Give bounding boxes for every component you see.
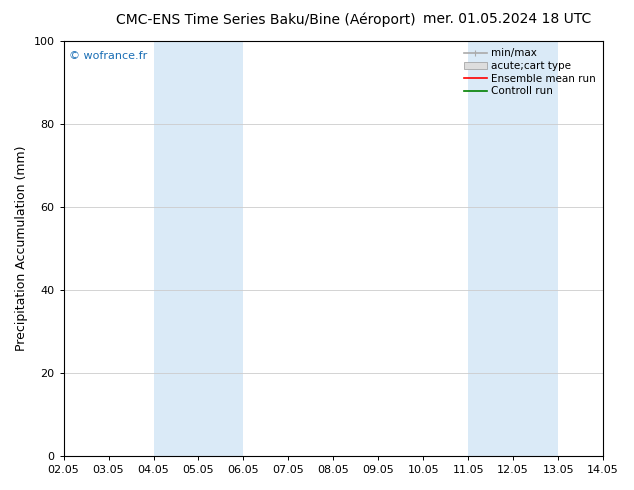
Text: mer. 01.05.2024 18 UTC: mer. 01.05.2024 18 UTC	[423, 12, 592, 26]
Y-axis label: Precipitation Accumulation (mm): Precipitation Accumulation (mm)	[15, 146, 28, 351]
Legend: min/max, acute;cart type, Ensemble mean run, Controll run: min/max, acute;cart type, Ensemble mean …	[462, 46, 598, 98]
Text: © wofrance.fr: © wofrance.fr	[69, 51, 147, 61]
Bar	[469, 41, 558, 456]
Bar	[153, 41, 243, 456]
Text: CMC-ENS Time Series Baku/Bine (Aéroport): CMC-ENS Time Series Baku/Bine (Aéroport)	[117, 12, 416, 27]
